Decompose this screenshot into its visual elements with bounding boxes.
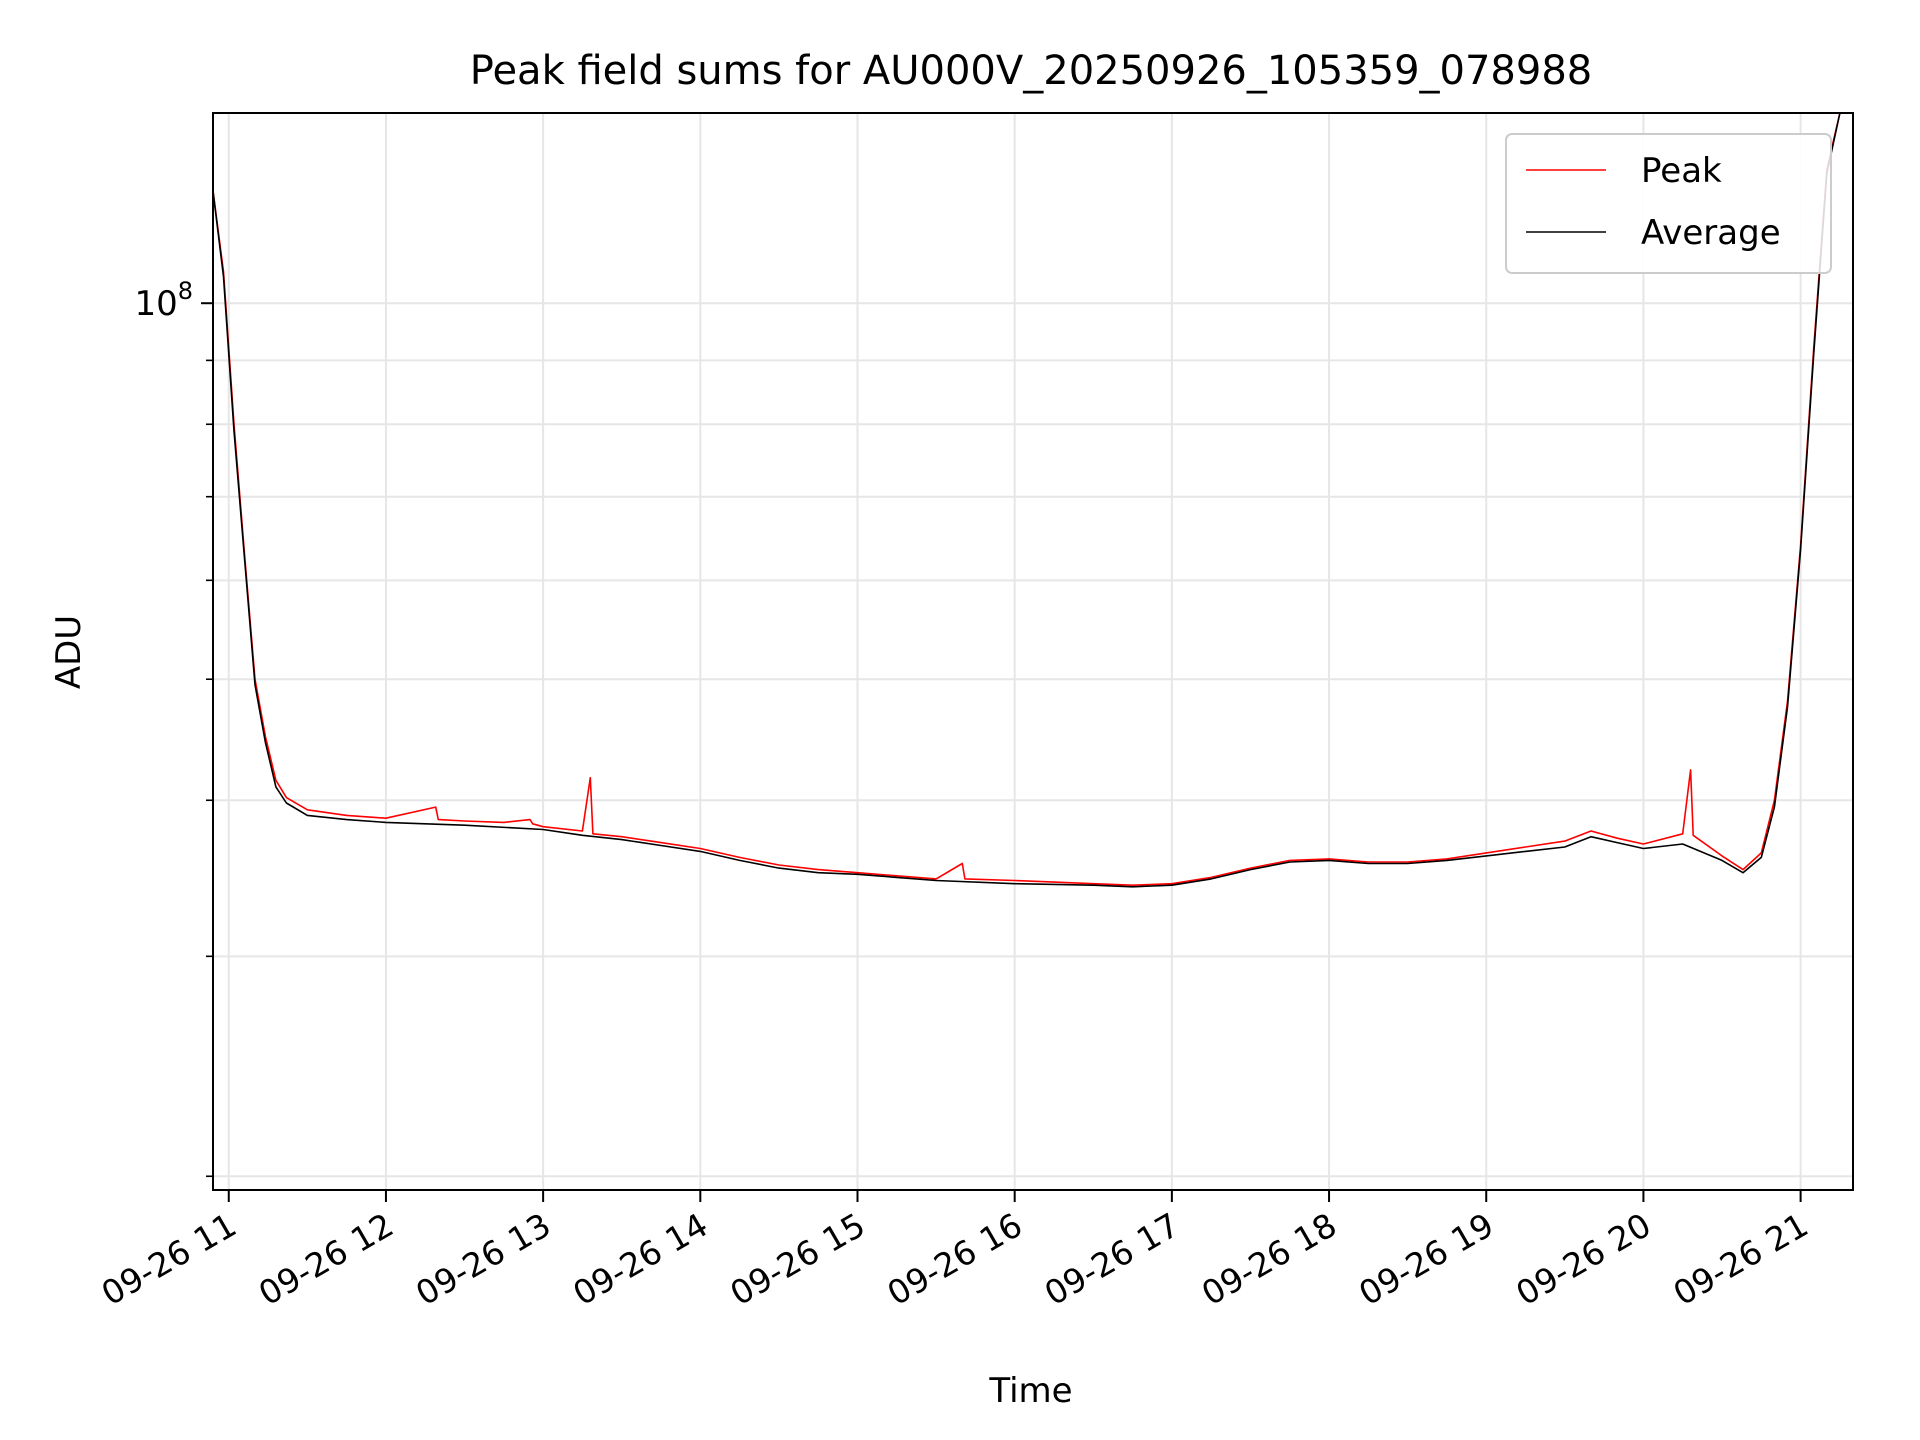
legend: Peak Average bbox=[1505, 133, 1832, 274]
legend-box bbox=[1505, 133, 1832, 274]
plot-frame bbox=[212, 112, 1854, 1191]
x-axis-label: Time bbox=[988, 1371, 1072, 1411]
y-tick-label: 108 bbox=[134, 277, 193, 324]
grid bbox=[213, 113, 1853, 1190]
y-axis: 108 bbox=[134, 277, 213, 1178]
series-line-peak bbox=[212, 112, 1841, 886]
series-line-average bbox=[212, 112, 1841, 888]
y-axis-label: ADU bbox=[49, 615, 89, 689]
chart-title: Peak field sums for AU000V_20250926_1053… bbox=[470, 48, 1592, 94]
legend-label-peak: Peak bbox=[1641, 151, 1722, 191]
plot-series bbox=[212, 112, 1841, 888]
legend-label-average: Average bbox=[1641, 213, 1781, 253]
